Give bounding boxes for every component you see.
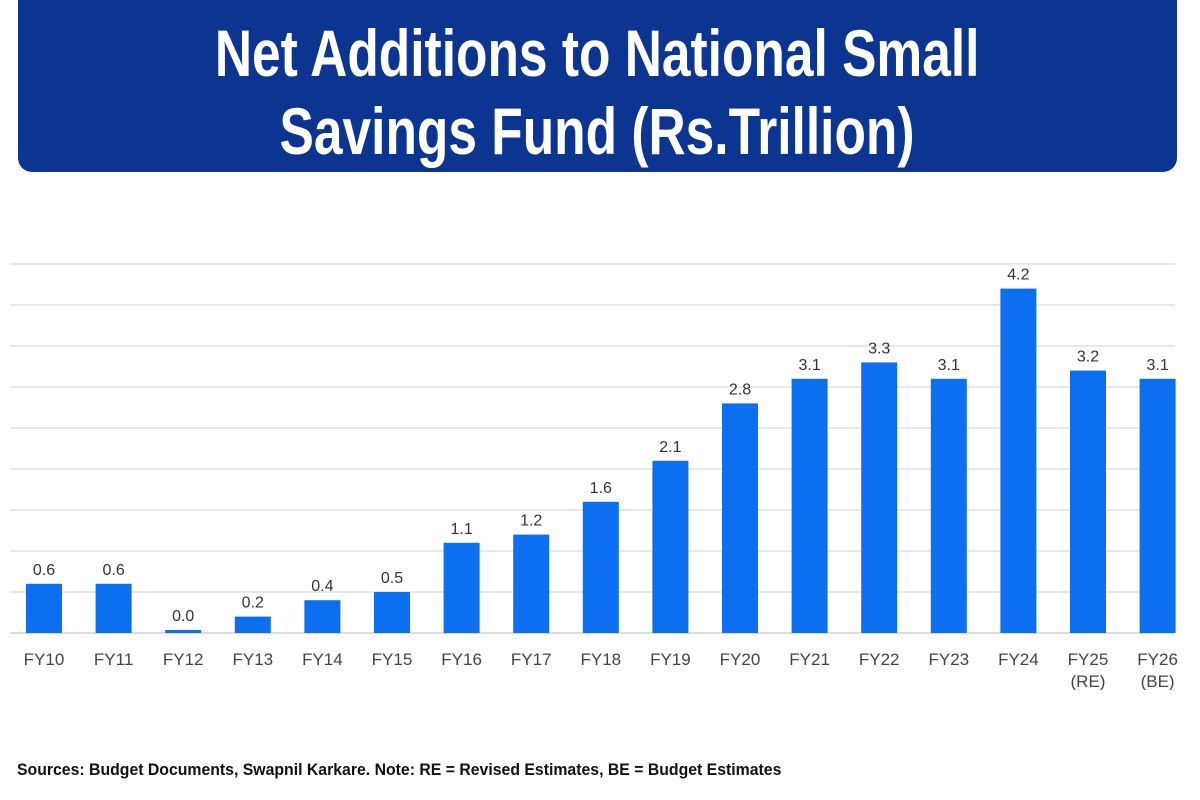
data-label: 0.6 [102,562,124,579]
data-label: 0.2 [242,595,264,612]
chart-title-line-2: Savings Fund (Rs.Trillion) [280,94,915,168]
x-tick-label: FY12 [163,650,204,669]
data-label: 3.1 [798,357,820,374]
bar-FY14 [304,600,341,633]
data-label: 3.1 [938,357,960,374]
x-tick-label: (BE) [1141,672,1175,691]
data-label: 3.3 [868,340,890,357]
x-tick-label: FY14 [302,650,343,669]
bar-FY23 [930,378,967,633]
bar-FY26 (BE) [1139,378,1176,633]
data-label: 0.0 [172,608,194,625]
chart-title-line-1: Net Additions to National Small [215,16,980,90]
bar-FY22 [861,362,898,633]
x-tick-label: FY25 [1068,650,1109,669]
x-tick-label: FY10 [24,650,65,669]
x-tick-label: FY22 [859,650,900,669]
bars [26,288,1176,633]
bar-FY12 [165,630,202,633]
x-tick-label: FY23 [928,650,969,669]
bar-FY17 [513,534,550,633]
data-label: 1.6 [590,480,612,497]
x-tick-label: FY18 [580,650,621,669]
data-label: 2.8 [729,381,751,398]
x-tick-label: FY26 [1137,650,1178,669]
bar-FY21 [791,378,828,633]
bar-FY16 [443,542,480,633]
bar-FY18 [582,501,619,633]
x-tick-label: (RE) [1071,672,1106,691]
source-note: Sources: Budget Documents, Swapnil Karka… [17,760,782,779]
x-tick-label: FY20 [720,650,761,669]
data-label: 0.6 [33,562,55,579]
data-label: 3.1 [1146,357,1168,374]
bar-FY24 [1000,288,1037,633]
bar-FY20 [722,403,758,633]
x-tick-label: FY21 [789,650,830,669]
data-label: 2.1 [659,439,681,456]
x-tick-label: FY13 [232,650,273,669]
x-tick-label: FY15 [372,650,413,669]
title-banner: Net Additions to National Small Savings … [18,0,1177,172]
data-label: 4.2 [1007,267,1029,284]
x-tick-label: FY17 [511,650,552,669]
bar-FY10 [26,583,62,633]
x-tick-labels: FY10 FY11 FY12 FY13 FY14 FY15 FY16 FY17 FY18 FY19… [24,650,1178,691]
x-tick-label: FY19 [650,650,691,669]
bar-FY13 [234,616,271,633]
data-label: 3.2 [1077,349,1099,366]
x-tick-label: FY16 [441,650,482,669]
data-label: 0.4 [311,578,333,595]
bar-FY11 [95,583,132,633]
data-label: 1.1 [450,521,472,538]
bar-FY25 (RE) [1070,370,1106,633]
data-label: 1.2 [520,513,542,530]
bar-FY19 [652,460,689,633]
bar-FY15 [374,592,410,633]
x-tick-label: FY24 [998,650,1039,669]
data-labels: 0.6 0.6 0.0 0.2 0.4 0.5 1.1 1.2 1.6 2.1 2.8 3.1 3.3 3… [33,267,1169,625]
x-tick-label: FY11 [94,650,133,669]
data-label: 0.5 [381,570,403,587]
